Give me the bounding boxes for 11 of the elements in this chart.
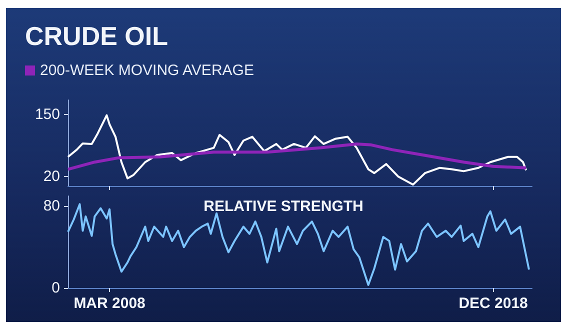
y-tick-label: 80	[43, 198, 60, 215]
y-tick-label: 150	[34, 106, 60, 123]
x-tick-label: DEC 2018	[458, 295, 528, 312]
y-tick-label: 20	[43, 168, 60, 185]
line-series	[66, 142, 528, 171]
chart-title: RELATIVE STRENGTH	[204, 198, 364, 215]
line-series	[67, 114, 528, 186]
y-tick-label: 0	[52, 280, 60, 296]
x-tick-label: MAR 2008	[74, 295, 146, 312]
chart-title: CRUDE OIL	[25, 21, 168, 51]
legend-label: 200-WEEK MOVING AVERAGE	[40, 62, 254, 79]
